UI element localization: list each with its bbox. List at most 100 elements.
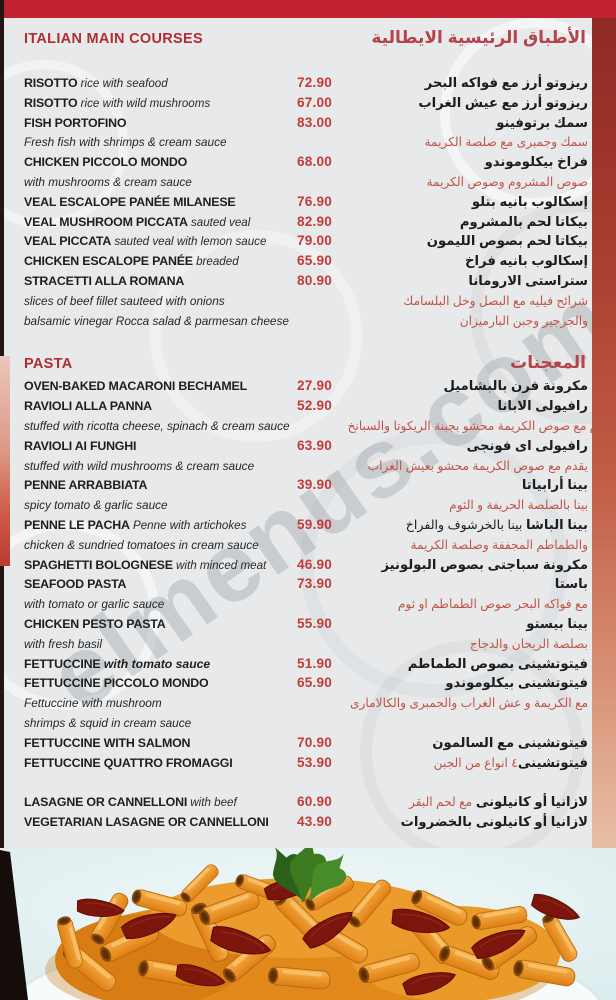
- arabic-segment: سمك وجمبرى مع صلصة الكريمة: [424, 135, 588, 150]
- item-english: VEAL PICCATA sauted veal with lemon sauc…: [24, 232, 274, 250]
- item-arabic: فيتوتشينى بصوص الطماطم: [332, 655, 616, 673]
- item-subtitle: sauted veal: [187, 215, 251, 229]
- item-name: RISOTTO: [24, 95, 78, 110]
- item-name: RAVIOLI AI FUNGHI: [24, 438, 137, 453]
- item-price: 70.90: [296, 734, 332, 750]
- section-heading: ITALIAN MAIN COURSES الأطباق الرئيسية الا…: [0, 28, 616, 52]
- item-english: VEAL ESCALOPE PANÉE MILANESE: [24, 193, 274, 211]
- item-subtitle: rice with seafood: [77, 77, 168, 90]
- item-arabic: سمك برتوفينو: [332, 114, 616, 132]
- arabic-segment: إسكالوب بانيه فراخ: [464, 253, 588, 269]
- item-name: PENNE ARRABBIATA: [24, 478, 148, 493]
- item-price: 55.90: [296, 615, 332, 631]
- item-description: slices of beef fillet sauteed with onion…: [24, 293, 225, 308]
- item-english: chicken & sundried tomatoes in cream sau…: [24, 536, 274, 554]
- section-title-ar: المعجنات: [510, 353, 586, 373]
- item-name: OVEN-BAKED MACARONI BECHAMEL: [24, 379, 247, 394]
- menu-item-row: FETTUCCINE with tomato sauce 51.90 فيتوتشي…: [0, 655, 616, 675]
- arabic-segment: بيكاتا لحم بصوص الليمون: [426, 233, 588, 249]
- menu-desc-row: stuffed with ricotta cheese, spinach & c…: [0, 417, 616, 437]
- item-english: VEGETARIAN LASAGNE OR CANNELLONI: [24, 813, 274, 831]
- arabic-segment: ريزوتو أرز مع فواكه البحر: [424, 75, 588, 90]
- item-arabic: فيتوتشينى٤ انواع من الجبن: [332, 754, 616, 772]
- item-english: FETTUCCINE PICCOLO MONDO: [24, 674, 274, 692]
- arabic-segment: بيكاتا لحم بالمشروم: [459, 213, 588, 229]
- item-arabic: ريزوتو أرز مع عيش الغراب: [332, 94, 616, 112]
- item-arabic: بينا بيستو: [332, 615, 616, 633]
- arabic-segment: فيتوتشينى: [517, 754, 588, 770]
- section-heading: PASTA المعجنات: [0, 353, 616, 377]
- menu-item-row: FETTUCCINE PICCOLO MONDO 65.90 فيتوتشينى ب…: [0, 674, 616, 694]
- item-price: 83.00: [296, 114, 332, 130]
- menu-desc-row: slices of beef fillet sauteed with onion…: [0, 292, 616, 312]
- item-english: with tomato or garlic sauce: [24, 595, 274, 613]
- item-arabic: مع فواكه البحر صوص الطماطم او ثوم: [332, 595, 616, 613]
- item-name: FISH PORTOFINO: [24, 115, 127, 130]
- item-subtitle: with tomato sauce: [100, 656, 211, 671]
- item-arabic: سمك وجمبرى مع صلصة الكريمة: [332, 133, 616, 151]
- arabic-segment: يقدم مع صوص الكريمة محشو بجبنة الريكوتا …: [347, 418, 614, 433]
- item-description: with fresh basil: [24, 636, 103, 651]
- item-english: CHICKEN PESTO PASTA: [24, 615, 274, 633]
- arabic-segment: يقدم مع صوص الكريمة محشو بعيش الغراب: [367, 458, 588, 473]
- arabic-segment: فيتوتشينى بصوص الطماطم: [407, 655, 588, 671]
- item-name: VEGETARIAN LASAGNE OR CANNELLONI: [24, 815, 269, 830]
- right-red-edge: [592, 18, 616, 848]
- item-subtitle: sauted veal with lemon sauce: [111, 235, 267, 249]
- item-arabic: فراخ بيكلوموندو: [332, 153, 616, 171]
- menu-desc-row: with mushrooms & cream sauce صوص المشروم …: [0, 173, 616, 193]
- item-arabic: لازانيا أو كانيلونى بالخضروات: [332, 813, 616, 831]
- row-spacer: [0, 773, 616, 793]
- item-english: with mushrooms & cream sauce: [24, 173, 274, 191]
- item-price: 65.90: [296, 675, 332, 691]
- item-price: 60.90: [296, 794, 332, 810]
- menu-item-row: LASAGNE OR CANNELLONI with beef 60.90 لازا…: [0, 793, 616, 813]
- item-arabic: باستا: [332, 575, 616, 593]
- item-name: VEAL ESCALOPE PANÉE MILANESE: [24, 194, 236, 209]
- item-arabic: بينا بالصلصة الحريفة و الثوم: [332, 496, 616, 514]
- menu-content: ITALIAN MAIN COURSES الأطباق الرئيسية الا…: [0, 28, 616, 833]
- arabic-segment: مكرونة فرن بالبشاميل: [443, 378, 588, 394]
- item-english: spicy tomato & garlic sauce: [24, 496, 274, 514]
- item-description: with mushrooms & cream sauce: [24, 174, 192, 189]
- item-subtitle: Penne with artichokes: [129, 518, 247, 532]
- item-name: FETTUCCINE WITH SALMON: [24, 735, 191, 750]
- item-subtitle: with minced meat: [172, 558, 267, 572]
- menu-item-row: SEAFOOD PASTA 73.90 باستا: [0, 575, 616, 595]
- arabic-segment: صوص المشروم وصوص الكريمة: [426, 174, 588, 189]
- menu-desc-row: stuffed with wild mushrooms & cream sauc…: [0, 457, 616, 477]
- arabic-segment: بينا بيستو: [526, 615, 588, 631]
- item-price: 53.90: [296, 754, 332, 770]
- item-arabic: صوص المشروم وصوص الكريمة: [332, 173, 616, 191]
- item-english: RISOTTO rice with seafood: [24, 74, 274, 92]
- item-price: 52.90: [296, 398, 332, 414]
- item-name: VEAL PICCATA: [24, 234, 112, 249]
- item-price: 80.90: [296, 272, 332, 288]
- menu-item-row: PENNE LE PACHA Penne with artichokes 59.9…: [0, 516, 616, 536]
- item-name: FETTUCCINE PICCOLO MONDO: [24, 676, 209, 691]
- item-name: STRACETTI ALLA ROMANA: [24, 273, 185, 288]
- menu-item-row: CHICKEN ESCALOPE PANÉE breaded 65.90 إسكال…: [0, 252, 616, 272]
- item-price: 46.90: [296, 556, 332, 572]
- arabic-segment: ستراستى الارومانا: [468, 272, 588, 288]
- item-english: with fresh basil: [24, 635, 274, 653]
- section-title-ar: الأطباق الرئيسية الايطالية: [371, 28, 586, 47]
- item-description: stuffed with ricotta cheese, spinach & c…: [24, 418, 290, 433]
- menu-item-row: PENNE ARRABBIATA 39.90 بينا أرابياتا: [0, 476, 616, 496]
- item-arabic: رافيولى اى فونجى: [332, 437, 616, 455]
- section-title-en: PASTA: [24, 356, 73, 373]
- item-name: LASAGNE OR CANNELLONI: [24, 795, 188, 810]
- item-english: CHICKEN PICCOLO MONDO: [24, 153, 274, 171]
- menu-item-row: RISOTTO rice with seafood 72.90 ريزوتو أرز…: [0, 74, 616, 94]
- item-english: PENNE LE PACHA Penne with artichokes: [24, 516, 274, 534]
- item-english: RAVIOLI ALLA PANNA: [24, 397, 274, 415]
- menu-item-row: FISH PORTOFINO 83.00 سمك برتوفينو: [0, 114, 616, 134]
- item-price: 63.90: [296, 437, 332, 453]
- arabic-segment: بينا الباشا: [525, 516, 588, 532]
- arabic-segment: مع فواكه البحر صوص الطماطم او ثوم: [397, 597, 588, 612]
- item-english: RAVIOLI AI FUNGHI: [24, 437, 274, 455]
- item-english: balsamic vinegar Rocca salad & parmesan …: [24, 312, 289, 330]
- item-english: FETTUCCINE QUATTRO FROMAGGI: [24, 754, 274, 772]
- item-description: with tomato or garlic sauce: [24, 597, 165, 612]
- arabic-segment: رافيولى الابانا: [497, 398, 588, 414]
